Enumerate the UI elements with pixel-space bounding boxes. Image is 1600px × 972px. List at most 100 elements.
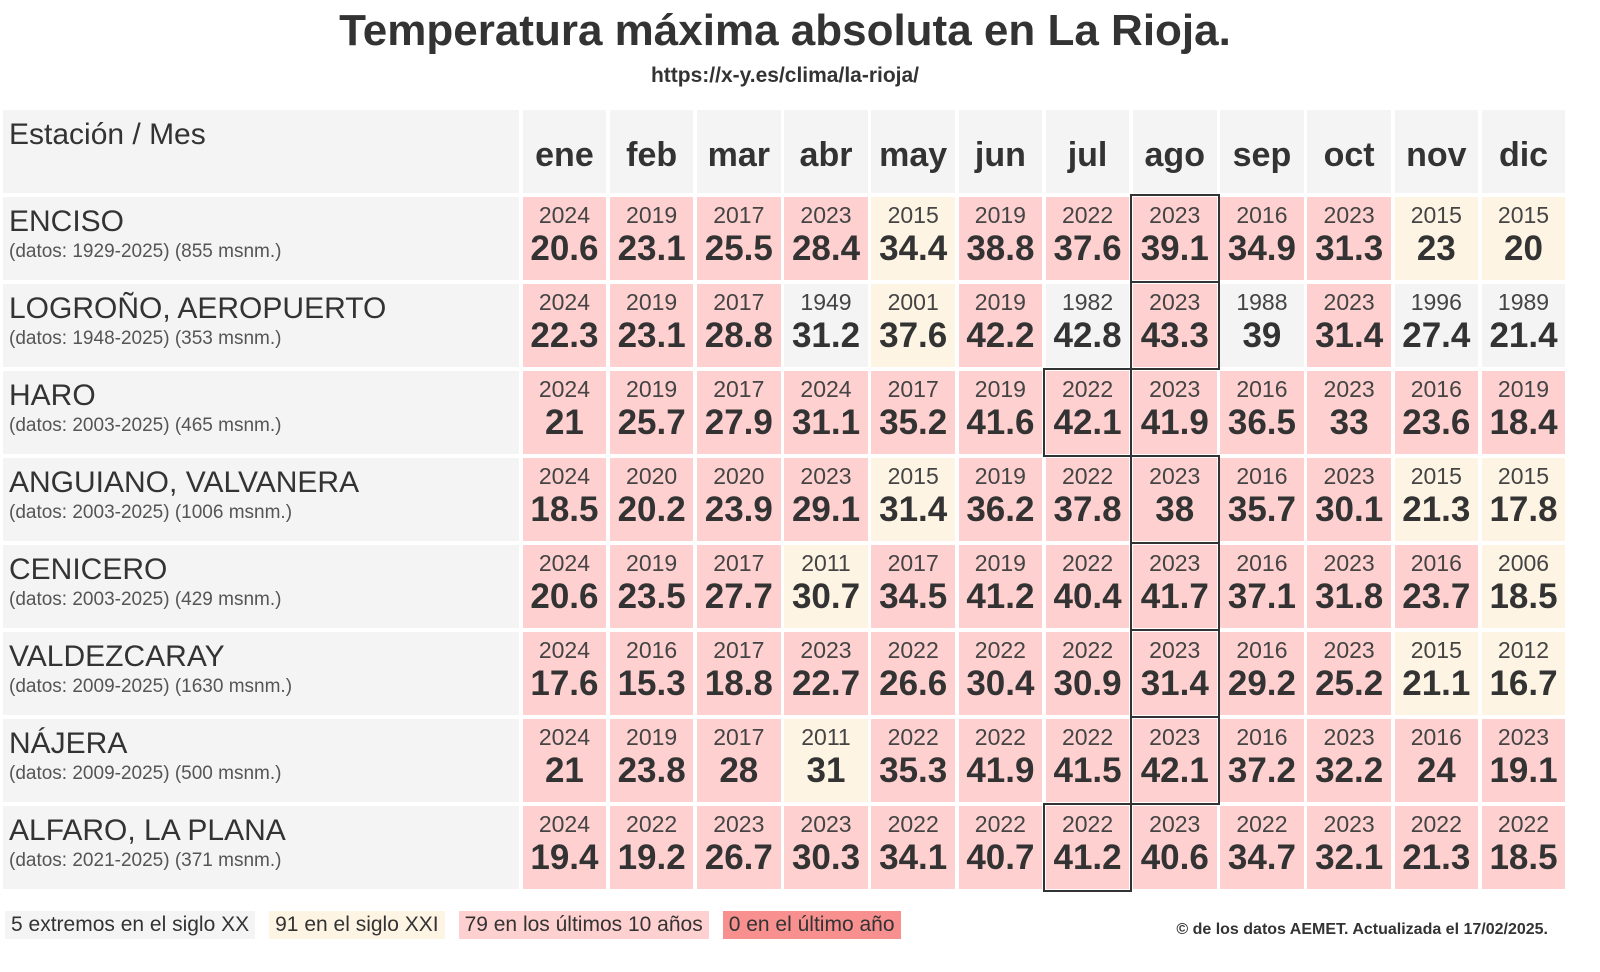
record-value: 35.7 — [1227, 490, 1296, 529]
record-year: 2019 — [974, 463, 1026, 489]
table-cell: 2020 20.2 — [609, 458, 694, 541]
table-cell: 2016 23.7 — [1394, 545, 1479, 628]
record-value: 41.7 — [1140, 577, 1209, 616]
record-year: 2022 — [1497, 811, 1550, 837]
record-value: 30.7 — [791, 577, 861, 616]
table-cell: 2022 37.6 — [1045, 197, 1130, 280]
record-value: 27.9 — [704, 403, 773, 442]
record-value: 18.8 — [704, 664, 773, 703]
record-year: 2023 — [1149, 637, 1201, 663]
record-value: 24 — [1416, 751, 1456, 790]
record-value: 21.1 — [1402, 664, 1471, 703]
table-cell: 2023 43.3 — [1130, 281, 1220, 370]
record-year: 2024 — [800, 376, 852, 402]
record-year: 2023 — [1149, 202, 1201, 228]
record-year: 2001 — [887, 289, 939, 315]
table-cell: 2022 21.3 — [1394, 806, 1479, 889]
record-year: 2022 — [1061, 811, 1114, 837]
record-value: 39.1 — [1140, 229, 1209, 268]
table-cell: 1996 27.4 — [1394, 284, 1479, 367]
record-year: 2019 — [974, 550, 1026, 576]
table-cell: 2024 21 — [522, 371, 607, 454]
month-header-mar: mar — [697, 110, 781, 193]
table-cell: 2023 41.9 — [1133, 371, 1217, 454]
record-value: 19.4 — [530, 838, 599, 877]
table-cell: 2019 41.2 — [958, 545, 1043, 628]
record-year: 2016 — [1236, 550, 1288, 576]
record-year: 2023 — [1149, 376, 1201, 402]
record-value: 18.5 — [1489, 838, 1558, 877]
table-cell: 2023 32.2 — [1307, 719, 1391, 802]
station-info: (datos: 2009-2025) (1630 msnm.) — [9, 676, 293, 697]
record-value: 37.2 — [1227, 751, 1296, 790]
table-cell: 2017 28 — [697, 719, 781, 802]
record-value: 30.1 — [1315, 490, 1384, 529]
record-value: 41.5 — [1053, 751, 1122, 790]
month-header-jun: jun — [958, 110, 1043, 193]
record-value: 25.5 — [704, 229, 773, 268]
record-year: 2023 — [1323, 811, 1375, 837]
record-year: 2023 — [713, 811, 765, 837]
record-value: 19.2 — [617, 838, 686, 877]
record-year: 2022 — [1061, 550, 1114, 576]
table-cell: 2023 31.3 — [1307, 197, 1391, 280]
record-year: 2016 — [1236, 376, 1288, 402]
record-value: 23.7 — [1402, 577, 1471, 616]
record-value: 42.1 — [1053, 403, 1122, 442]
record-year: 2016 — [1236, 637, 1288, 663]
table-cell: 2020 23.9 — [697, 458, 781, 541]
record-year: 2023 — [1149, 289, 1201, 315]
table-cell: 2019 42.2 — [958, 284, 1043, 367]
record-value: 31 — [806, 751, 846, 790]
table-cell: 2017 35.2 — [871, 371, 955, 454]
record-value: 28.8 — [704, 316, 773, 355]
record-year: 2019 — [974, 289, 1026, 315]
table-cell: 2016 37.2 — [1220, 719, 1304, 802]
station-info: (datos: 2003-2025) (465 msnm.) — [9, 415, 282, 436]
record-value: 23.9 — [704, 490, 773, 529]
record-year: 2015 — [1497, 463, 1550, 489]
record-year: 2022 — [974, 811, 1026, 837]
table-cell: 2019 23.8 — [609, 719, 694, 802]
record-value: 22.3 — [530, 316, 599, 355]
station-cell: NÁJERA (datos: 2009-2025) (500 msnm.) — [3, 719, 519, 802]
record-year: 2017 — [887, 550, 939, 576]
table-cell: 2023 41.7 — [1130, 542, 1220, 631]
table-cell: 2015 20 — [1481, 197, 1566, 280]
record-year: 2017 — [713, 376, 765, 402]
month-header-ago: ago — [1133, 110, 1217, 193]
record-value: 23 — [1416, 229, 1456, 268]
record-value: 19.1 — [1489, 751, 1558, 790]
source-url[interactable]: https://x-y.es/clima/la-rioja/ — [650, 64, 920, 87]
record-year: 2022 — [887, 811, 939, 837]
station-cell: HARO (datos: 2003-2025) (465 msnm.) — [3, 371, 519, 454]
table-cell: 2023 19.1 — [1481, 719, 1566, 802]
table-cell: 2011 31 — [784, 719, 868, 802]
table-cell: 2024 20.6 — [522, 545, 607, 628]
table-cell: 2022 19.2 — [609, 806, 694, 889]
record-value: 38 — [1155, 490, 1195, 529]
record-year: 2019 — [974, 202, 1026, 228]
record-value: 21.3 — [1402, 838, 1471, 877]
table-cell: 2016 15.3 — [609, 632, 694, 715]
record-year: 2019 — [626, 289, 678, 315]
record-value: 27.4 — [1402, 316, 1471, 355]
record-value: 36.5 — [1227, 403, 1296, 442]
table-cell: 2017 28.8 — [697, 284, 781, 367]
table-cell: 2022 40.7 — [958, 806, 1043, 889]
record-value: 34.4 — [879, 229, 948, 268]
record-value: 21.4 — [1489, 316, 1558, 355]
table-cell: 2023 30.3 — [784, 806, 868, 889]
table-cell: 2011 30.7 — [784, 545, 868, 628]
month-header-abr: abr — [784, 110, 868, 193]
month-header-dic: dic — [1481, 110, 1566, 193]
record-value: 31.4 — [879, 490, 948, 529]
record-year: 2016 — [1410, 724, 1462, 750]
credit: © de los datos AEMET. Actualizada el 17/… — [1176, 921, 1548, 938]
record-year: 2019 — [626, 202, 678, 228]
record-year: 2015 — [1410, 202, 1462, 228]
record-year: 2024 — [538, 811, 591, 837]
record-year: 2022 — [887, 724, 939, 750]
table-cell: 2022 37.8 — [1045, 458, 1130, 541]
record-year: 2023 — [800, 811, 852, 837]
